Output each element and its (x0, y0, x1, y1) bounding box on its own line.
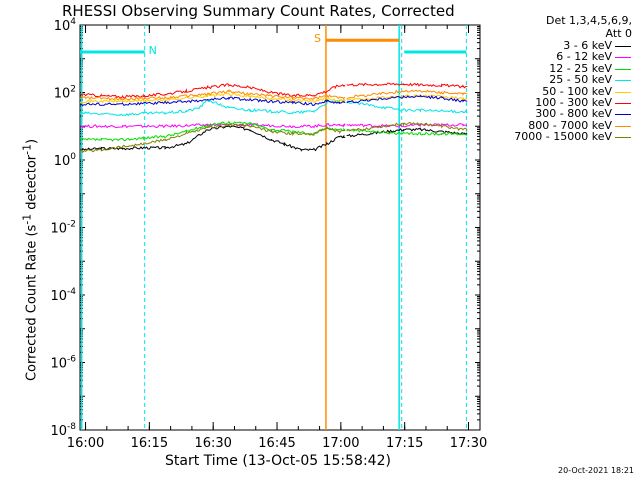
x-tick-label: 17:00 (322, 436, 359, 451)
y-tick-label: 10-8 (50, 422, 76, 439)
legend-item: 6 - 12 keV (484, 50, 634, 64)
y-axis-label-sup: -1 (20, 213, 34, 225)
legend-item: 100 - 300 keV (484, 97, 634, 108)
series-line-0-1 (346, 126, 468, 138)
series-line-4-1 (346, 94, 468, 102)
legend-label: 25 - 50 keV (549, 73, 612, 87)
series-line-8-1 (346, 122, 468, 132)
legend-label: 6 - 12 keV (556, 50, 612, 64)
y-axis-label-main: Corrected Count Rate (s (24, 224, 40, 382)
detector-info: Det 1,3,4,5,6,9, Att 0 (546, 14, 632, 40)
series-line-3-1 (346, 100, 468, 114)
legend-label: 100 - 300 keV (535, 95, 612, 109)
series-line-8-0 (79, 123, 346, 153)
x-tick-label: 16:15 (131, 436, 168, 451)
y-axis-label: Corrected Count Rate (s-1 detector-1) (20, 139, 39, 381)
chart-title: RHESSI Observing Summary Count Rates, Co… (62, 2, 455, 20)
y-axis-label-close: ) (24, 138, 40, 145)
legend-item: 25 - 50 keV (484, 73, 634, 87)
legend-swatch (615, 102, 631, 104)
series-line-6-0 (79, 96, 346, 107)
series-line-7-1 (346, 89, 468, 99)
detector-info-line1: Det 1,3,4,5,6,9, (545, 14, 632, 27)
series-line-2-1 (346, 128, 468, 136)
x-tick-label: 16:45 (258, 436, 295, 451)
legend-label: 300 - 800 keV (535, 107, 612, 121)
x-tick-label: 16:00 (67, 436, 104, 451)
flag-label: S (314, 32, 321, 45)
legend-swatch (615, 57, 631, 59)
flag-label: N (149, 44, 157, 57)
legend-swatch (615, 91, 631, 93)
x-tick-label: 17:30 (450, 436, 487, 451)
legend-swatch (615, 125, 631, 127)
legend-label: 12 - 25 keV (549, 61, 612, 75)
legend-swatch (615, 137, 631, 139)
y-tick-label: 104 (54, 17, 77, 34)
series-line-1-1 (346, 123, 468, 128)
chart-legend: 3 - 6 keV 6 - 12 keV 12 - 25 keV 25 - 50 ke… (484, 40, 634, 143)
legend-item: 800 - 7000 keV (484, 118, 634, 132)
footer-timestamp: 20-Oct-2021 18:21 (558, 466, 634, 475)
y-tick-label: 10-6 (50, 355, 76, 372)
y-axis-label-sup2: -1 (20, 144, 34, 155)
y-tick-label: 100 (54, 152, 77, 169)
legend-swatch (615, 46, 631, 47)
series-line-6-1 (346, 94, 468, 104)
series-line-5-1 (346, 82, 468, 89)
legend-label: 800 - 7000 keV (528, 118, 612, 132)
series-line-5-0 (79, 83, 346, 99)
x-tick-label: 17:15 (386, 436, 423, 451)
legend-item: 300 - 800 keV (484, 107, 634, 121)
legend-item: 7000 - 15000 keV (484, 130, 634, 144)
y-tick-label: 102 (54, 85, 76, 102)
legend-label: 7000 - 15000 keV (514, 130, 612, 144)
legend-item: 50 - 100 keV (484, 84, 634, 98)
legend-label: 3 - 6 keV (563, 39, 612, 52)
series-line-7-0 (79, 89, 346, 101)
legend-swatch (615, 68, 631, 70)
y-tick-label: 10-2 (50, 220, 76, 237)
detector-info-line2: Att 0 (605, 27, 632, 40)
series-line-2-0 (79, 120, 346, 142)
legend-item: 12 - 25 keV (484, 61, 634, 75)
series-line-1-0 (79, 122, 346, 129)
plot-frame (79, 24, 481, 431)
legend-swatch (615, 114, 631, 116)
legend-item: 3 - 6 keV (484, 40, 634, 51)
series-line-3-0 (79, 99, 346, 117)
y-axis-label-rest: detector (24, 154, 40, 214)
legend-swatch (615, 80, 631, 82)
series-line-0-0 (79, 124, 346, 152)
x-axis-label: Start Time (13-Oct-05 15:58:42) (165, 453, 391, 469)
x-tick-label: 16:30 (194, 436, 231, 451)
y-tick-label: 10-4 (50, 287, 76, 304)
legend-label: 50 - 100 keV (542, 84, 612, 98)
